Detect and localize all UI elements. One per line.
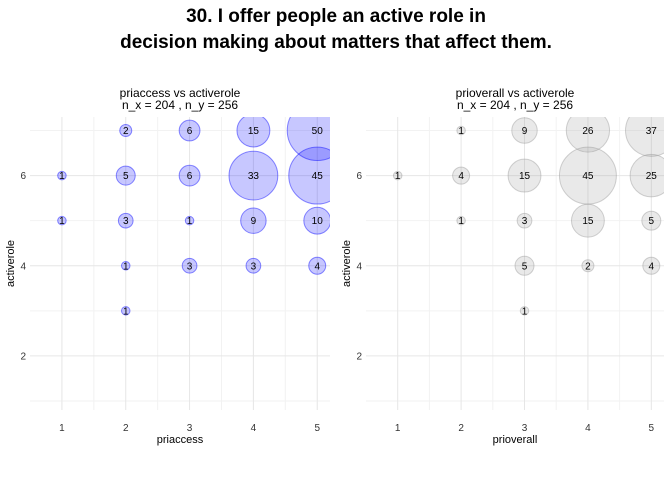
- bubble-count-label: 2: [123, 126, 129, 137]
- bubble-count-label: 1: [59, 171, 65, 182]
- x-tick-label: 3: [522, 423, 528, 434]
- bubble-layer: 1 1 4 1 9 15 3 5 1 26 45 15 2 37 25 5 4: [393, 105, 672, 318]
- x-tick-label: 3: [187, 423, 193, 434]
- bubble-count-label: 1: [522, 306, 528, 317]
- bubble-count-label: 6: [187, 126, 193, 137]
- bubble-count-label: 4: [314, 261, 320, 272]
- bubble-count-label: 3: [522, 216, 528, 227]
- panel-title-line-2: n_x = 204 , n_y = 256: [457, 98, 573, 112]
- bubble-count-label: 5: [649, 216, 655, 227]
- bubble-count-label: 50: [312, 126, 324, 137]
- bubble-count-label: 33: [248, 171, 260, 182]
- bubble-count-label: 15: [519, 171, 531, 182]
- bubble-count-label: 9: [251, 216, 257, 227]
- bubble-count-label: 45: [582, 171, 594, 182]
- bubble-layer: 1 1 2 5 3 1 1 6 6 1 3 15 33 9 3 50 45 10 4: [58, 101, 348, 318]
- bubble-count-label: 1: [458, 216, 464, 227]
- bubble-count-label: 2: [585, 261, 591, 272]
- bubble-count-label: 3: [123, 216, 129, 227]
- bubble-count-label: 26: [582, 126, 594, 137]
- x-axis-title: prioverall: [493, 434, 538, 446]
- bubble-count-label: 15: [248, 126, 260, 137]
- bubble-count-label: 25: [646, 171, 658, 182]
- bubble-count-label: 1: [458, 126, 464, 137]
- x-tick-label: 4: [251, 423, 257, 434]
- bubble-count-label: 37: [646, 126, 658, 137]
- y-axis-title: activerole: [341, 240, 353, 287]
- bubble-count-label: 9: [522, 126, 528, 137]
- bubble-count-label: 1: [187, 216, 193, 227]
- y-tick-label: 4: [356, 261, 362, 272]
- bubble-count-label: 4: [458, 171, 464, 182]
- y-tick-label: 2: [20, 351, 26, 362]
- x-axis-title: priaccess: [157, 434, 204, 446]
- bubble-count-label: 10: [312, 216, 324, 227]
- bubble-count-label: 45: [312, 171, 324, 182]
- bubble-count-label: 5: [522, 261, 528, 272]
- y-axis-title: activerole: [5, 240, 17, 287]
- bubble-count-label: 3: [187, 261, 193, 272]
- x-tick-label: 1: [395, 423, 401, 434]
- y-tick-label: 6: [356, 171, 362, 182]
- y-tick-label: 2: [356, 351, 362, 362]
- x-tick-label: 2: [458, 423, 464, 434]
- panel-title-line-2: n_x = 204 , n_y = 256: [122, 98, 238, 112]
- x-tick-label: 2: [123, 423, 129, 434]
- x-tick-label: 1: [59, 423, 65, 434]
- x-tick-label: 5: [649, 423, 655, 434]
- bubble-count-label: 5: [123, 171, 129, 182]
- bubble-count-label: 1: [395, 171, 401, 182]
- bubble-count-label: 6: [187, 171, 193, 182]
- x-tick-label: 4: [585, 423, 591, 434]
- y-tick-label: 4: [20, 261, 26, 272]
- bubble-count-label: 1: [123, 306, 129, 317]
- bubble-count-label: 4: [649, 261, 655, 272]
- bubble-count-label: 1: [59, 216, 65, 227]
- bubble-count-label: 15: [582, 216, 594, 227]
- bubble-count-label: 1: [123, 261, 129, 272]
- bubble-count-label: 3: [251, 261, 257, 272]
- y-tick-label: 6: [20, 171, 26, 182]
- x-tick-label: 5: [314, 423, 320, 434]
